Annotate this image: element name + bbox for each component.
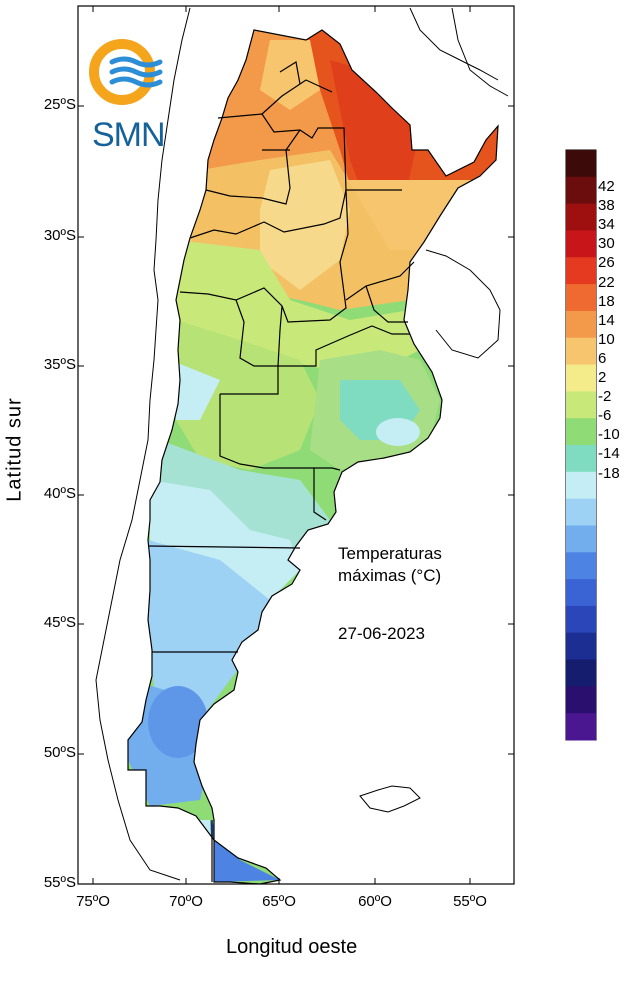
colorbar-cell (566, 445, 596, 473)
lon-tick-55: 55ºO (453, 893, 487, 910)
colorbar-cell (566, 391, 596, 419)
colorbar-label: -6 (598, 407, 612, 425)
malvinas-islands (359, 785, 421, 813)
lon-tick-75: 75ºO (76, 893, 110, 910)
colorbar-label: 42 (598, 178, 615, 195)
lat-tick-30: 30ºS (43, 227, 76, 244)
province-borders (127, 29, 499, 885)
colorbar-label: 22 (598, 273, 615, 291)
colorbar-cell (566, 713, 596, 741)
map-title: Temperaturas máximas (°C) (338, 543, 442, 587)
colorbar-label: 18 (598, 292, 615, 310)
colorbar-cell (566, 418, 596, 446)
colorbar-cell (566, 150, 596, 178)
map-title-line1: Temperaturas (338, 544, 442, 563)
colorbar-label: 2 (598, 369, 607, 386)
y-axis-label: Latitud sur (3, 397, 26, 502)
smn-logo (89, 39, 163, 105)
lon-tick-70: 70ºO (169, 893, 203, 910)
logo-text: SMN (92, 116, 166, 154)
x-axis-label: Longitud oeste (226, 936, 358, 958)
colorbar-label: -14 (598, 445, 620, 463)
colorbar-cell (566, 257, 596, 285)
colorbar-cell (566, 632, 596, 661)
colorbar-label: -18 (598, 464, 620, 482)
lon-tick-60: 60ºO (358, 893, 392, 910)
colorbar-cell (566, 203, 596, 231)
colorbar-cell (566, 686, 596, 714)
colorbar-cell (566, 552, 596, 580)
colorbar-cell (566, 310, 596, 339)
colorbar-cell (566, 605, 596, 634)
colorbar-label: 38 (598, 197, 615, 215)
colorbar-cell (566, 579, 596, 607)
lon-tick-65: 65ºO (262, 893, 296, 910)
lat-tick-45: 45ºS (43, 614, 76, 631)
colorbar-cell (566, 230, 596, 258)
map-date: 27-06-2023 (338, 624, 425, 643)
lat-tick-25: 25ºS (43, 96, 76, 113)
lat-tick-40: 40ºS (43, 485, 76, 502)
colorbar-cell (566, 284, 596, 312)
colorbar-label: 26 (598, 254, 615, 272)
colorbar-label: -10 (598, 426, 620, 444)
colorbar-cell (566, 525, 596, 553)
colorbar-cell (566, 176, 596, 205)
colorbar-label: 30 (598, 235, 615, 253)
colorbar-cell (566, 471, 596, 500)
lat-tick-55: 55ºS (43, 874, 76, 891)
colorbar-cell (566, 337, 596, 366)
map-title-line2: máximas (°C) (338, 566, 442, 585)
colorbar-label: 34 (598, 216, 615, 234)
colorbar-cell (566, 364, 596, 392)
colorbar-label: 14 (598, 311, 615, 329)
lat-tick-35: 35ºS (43, 356, 76, 373)
lat-tick-50: 50ºS (43, 744, 76, 761)
colorbar-label: 10 (598, 330, 615, 348)
colorbar (565, 149, 597, 741)
colorbar-cell (566, 659, 596, 687)
colorbar-label: 6 (598, 349, 607, 367)
colorbar-cell (566, 498, 596, 526)
neighbor-borders (95, 7, 509, 881)
colorbar-label: -2 (598, 388, 612, 406)
